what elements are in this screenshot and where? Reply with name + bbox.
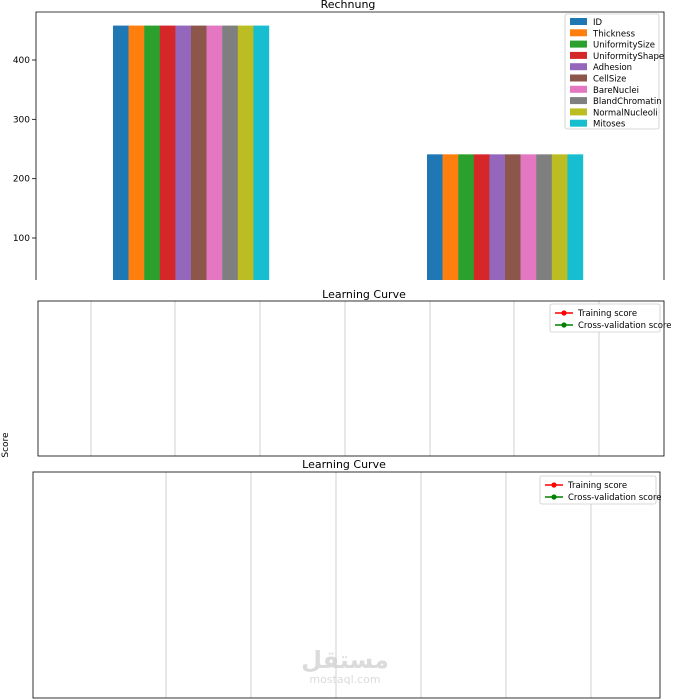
legend-box bbox=[539, 475, 657, 505]
bar-barenuclei-1 bbox=[520, 154, 537, 280]
bar-mitoses-0 bbox=[253, 25, 270, 281]
chart3-title: Learning Curve bbox=[302, 458, 386, 471]
bar-id-0 bbox=[113, 25, 129, 281]
chart1-frame bbox=[35, 11, 665, 280]
point-train bbox=[490, 0, 496, 4]
point-train bbox=[483, 0, 489, 4]
point-cv bbox=[490, 0, 496, 4]
bar-barenuclei-0 bbox=[206, 25, 223, 281]
bar-normalnucleoli-0 bbox=[237, 25, 254, 281]
legend-label: Cross-validation score bbox=[578, 321, 672, 331]
legend-label: Training score bbox=[567, 481, 627, 491]
bar-uniformityshape-1 bbox=[473, 154, 490, 280]
chart1-title: Rechnung bbox=[321, 0, 376, 11]
legend-swatch bbox=[570, 51, 587, 59]
legend-label: ID bbox=[593, 18, 603, 28]
legend-swatch bbox=[570, 119, 587, 127]
legend-swatch bbox=[570, 29, 587, 37]
watermark-latin: mostaql.com bbox=[309, 673, 380, 686]
bar-uniformityshape-0 bbox=[159, 25, 176, 281]
y-tick-label: 400 bbox=[13, 56, 30, 66]
legend-marker bbox=[551, 482, 557, 488]
learning-curve-1: Learning Curve Training score Cross-valid… bbox=[1, 0, 672, 458]
chart2-frame bbox=[37, 300, 665, 457]
legend-label: Thickness bbox=[592, 29, 636, 39]
point-cv bbox=[204, 0, 210, 4]
legend-swatch bbox=[570, 108, 587, 116]
point-cv bbox=[625, 0, 631, 4]
bar-cellsize-0 bbox=[191, 25, 207, 281]
bar-mitoses-1 bbox=[567, 154, 584, 280]
legend-marker bbox=[551, 494, 557, 500]
legend-label: UniformityShape bbox=[593, 52, 664, 62]
point-train bbox=[625, 0, 631, 4]
legend-swatch bbox=[570, 85, 587, 93]
legend-label: Cross-validation score bbox=[568, 493, 662, 503]
point-cv bbox=[63, 0, 69, 4]
point-train bbox=[55, 0, 61, 4]
bar-uniformitysize-1 bbox=[458, 154, 474, 280]
bar-blandchromatin-1 bbox=[536, 154, 552, 280]
watermark-arabic: مستقل bbox=[301, 646, 389, 674]
bar-normalnucleoli-1 bbox=[551, 154, 568, 280]
y-tick-label: 100 bbox=[13, 234, 30, 244]
point-cv bbox=[55, 0, 61, 4]
y-tick-label: 200 bbox=[13, 175, 30, 185]
legend-swatch bbox=[570, 40, 587, 48]
bar-thickness-0 bbox=[128, 25, 145, 281]
y-tick-label: 300 bbox=[13, 115, 30, 125]
legend-marker bbox=[561, 310, 567, 316]
legend-marker bbox=[561, 322, 567, 328]
chart2-ylabel: Score bbox=[1, 432, 11, 458]
bar-uniformitysize-0 bbox=[144, 25, 160, 281]
mostaql-watermark: مستقل mostaql.com bbox=[301, 646, 389, 686]
point-train bbox=[204, 0, 210, 4]
legend-label: Mitoses bbox=[593, 120, 626, 130]
legend-label: NormalNucleoli bbox=[593, 108, 658, 118]
legend-label: Adhesion bbox=[593, 63, 632, 73]
bar-blandchromatin-0 bbox=[222, 25, 238, 281]
point-cv bbox=[633, 0, 639, 4]
legend-label: BareNuclei bbox=[593, 86, 639, 96]
legend-box bbox=[549, 303, 661, 333]
bar-adhesion-0 bbox=[175, 25, 192, 281]
legend-swatch bbox=[570, 74, 587, 82]
legend-swatch bbox=[570, 97, 587, 105]
point-train bbox=[197, 0, 203, 4]
bar-thickness-1 bbox=[442, 154, 459, 280]
chart3-frame bbox=[32, 471, 661, 699]
point-cv bbox=[483, 0, 489, 4]
legend-swatch bbox=[570, 63, 587, 71]
legend-box bbox=[564, 13, 660, 130]
point-train bbox=[63, 0, 69, 4]
bar-adhesion-1 bbox=[489, 154, 506, 280]
point-train bbox=[633, 0, 639, 4]
legend-label: UniformitySize bbox=[593, 41, 655, 51]
bar-cellsize-1 bbox=[505, 154, 521, 280]
legend-swatch bbox=[570, 18, 587, 25]
legend-label: CellSize bbox=[593, 75, 626, 85]
point-cv bbox=[197, 0, 203, 4]
legend-label: Training score bbox=[577, 309, 637, 319]
bar-id-1 bbox=[427, 154, 443, 280]
legend-label: BlandChromatin bbox=[593, 97, 662, 107]
chart2-title: Learning Curve bbox=[322, 288, 406, 301]
learning-curve-2: Learning Curve Training score Cross-valid… bbox=[32, 0, 662, 699]
